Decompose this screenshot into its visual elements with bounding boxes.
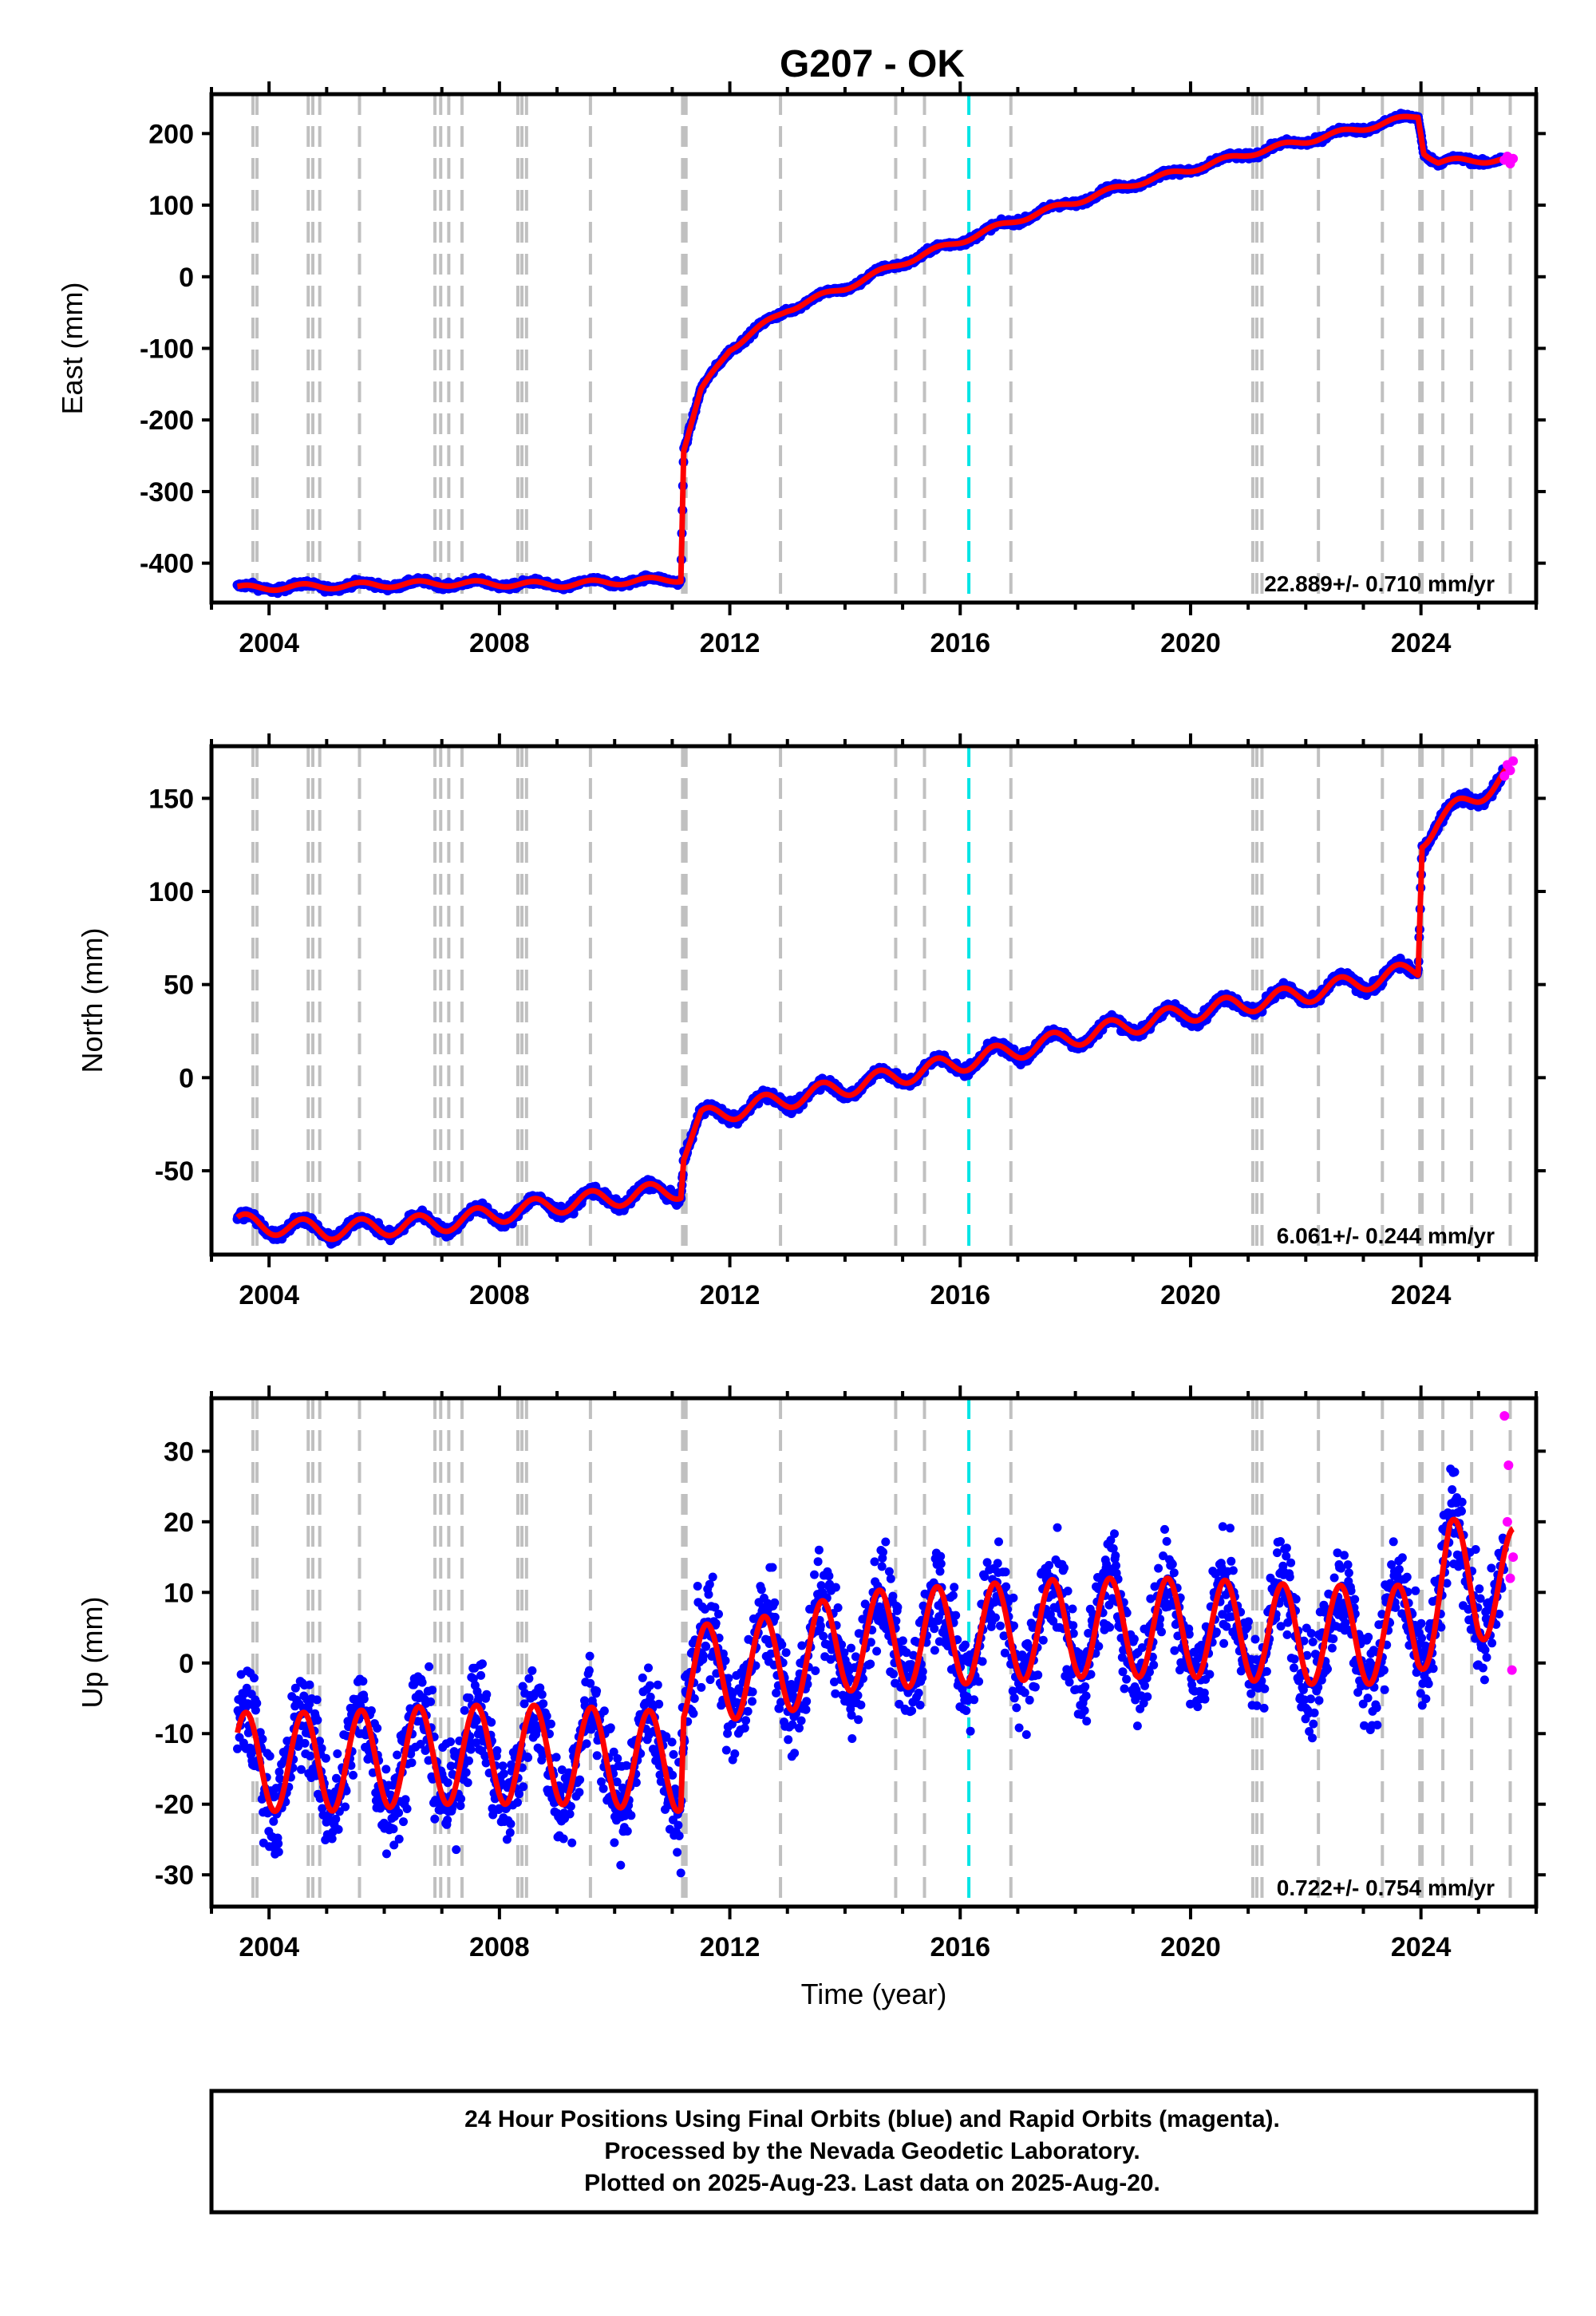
y-tick-label: -200 <box>140 405 194 436</box>
y-tick-label: -100 <box>140 334 194 365</box>
y-tick-label: 100 <box>148 191 194 221</box>
rate-label: 22.889+/- 0.710 mm/yr <box>1264 571 1495 596</box>
x-tick-label: 2016 <box>930 628 990 658</box>
chart-title: G207 - OK <box>780 43 965 85</box>
x-tick-label: 2008 <box>469 628 530 658</box>
y-tick-label: -400 <box>140 549 194 579</box>
plot-area <box>232 94 1519 603</box>
y-tick-label: 200 <box>148 119 194 149</box>
rapid-orbit-point <box>1508 153 1519 164</box>
y-tick-label: -300 <box>140 477 194 508</box>
x-tick-label: 2020 <box>1160 628 1221 658</box>
y-tick-label: 0 <box>179 263 194 293</box>
x-tick-label: 2004 <box>239 628 299 658</box>
x-tick-label: 2012 <box>700 628 760 658</box>
x-tick-label: 2024 <box>1391 628 1452 658</box>
y-axis-label: East (mm) <box>56 283 89 415</box>
east-panel: -400 -300 -200 -100 0 100 200 2004 2008 2012 2016 2… <box>56 81 1546 658</box>
